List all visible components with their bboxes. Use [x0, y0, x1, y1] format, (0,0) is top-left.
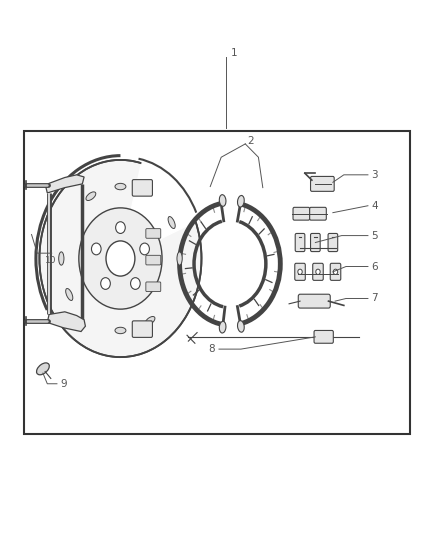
- FancyBboxPatch shape: [293, 207, 310, 220]
- Circle shape: [333, 269, 338, 274]
- Circle shape: [106, 241, 135, 276]
- FancyBboxPatch shape: [295, 263, 305, 280]
- Ellipse shape: [115, 183, 126, 190]
- Ellipse shape: [86, 192, 96, 200]
- Text: 5: 5: [371, 231, 378, 240]
- Circle shape: [116, 222, 125, 233]
- Ellipse shape: [145, 317, 155, 325]
- Circle shape: [131, 278, 140, 289]
- FancyBboxPatch shape: [328, 233, 338, 252]
- FancyBboxPatch shape: [330, 263, 341, 280]
- Ellipse shape: [59, 252, 64, 265]
- FancyBboxPatch shape: [311, 176, 334, 191]
- Bar: [24, 131, 410, 434]
- Circle shape: [92, 243, 101, 255]
- Circle shape: [101, 278, 110, 289]
- FancyBboxPatch shape: [146, 229, 161, 238]
- FancyBboxPatch shape: [132, 321, 152, 337]
- Ellipse shape: [177, 252, 182, 265]
- FancyBboxPatch shape: [314, 330, 333, 343]
- Wedge shape: [120, 160, 198, 259]
- Ellipse shape: [36, 363, 49, 375]
- Polygon shape: [47, 312, 85, 332]
- FancyBboxPatch shape: [310, 207, 326, 220]
- Text: 10: 10: [45, 256, 56, 264]
- Text: 3: 3: [371, 170, 378, 180]
- Ellipse shape: [168, 216, 175, 229]
- Circle shape: [79, 208, 162, 309]
- Circle shape: [140, 243, 149, 255]
- Ellipse shape: [219, 195, 226, 206]
- Polygon shape: [46, 175, 84, 193]
- FancyBboxPatch shape: [295, 233, 305, 252]
- Text: 4: 4: [371, 201, 378, 211]
- FancyBboxPatch shape: [132, 180, 152, 196]
- Text: 8: 8: [208, 344, 215, 354]
- FancyBboxPatch shape: [311, 233, 320, 252]
- Circle shape: [316, 269, 320, 274]
- Text: 7: 7: [371, 294, 378, 303]
- Text: 9: 9: [60, 379, 67, 389]
- FancyBboxPatch shape: [146, 255, 161, 265]
- Text: 2: 2: [247, 136, 254, 146]
- Text: 6: 6: [371, 262, 378, 271]
- FancyBboxPatch shape: [146, 282, 161, 292]
- Ellipse shape: [66, 288, 73, 301]
- Text: 1: 1: [231, 49, 237, 58]
- Ellipse shape: [115, 327, 126, 334]
- Ellipse shape: [237, 196, 244, 207]
- Ellipse shape: [237, 321, 244, 332]
- Circle shape: [39, 160, 201, 357]
- FancyBboxPatch shape: [298, 294, 330, 308]
- Ellipse shape: [219, 321, 226, 333]
- Circle shape: [298, 269, 302, 274]
- FancyBboxPatch shape: [313, 263, 323, 280]
